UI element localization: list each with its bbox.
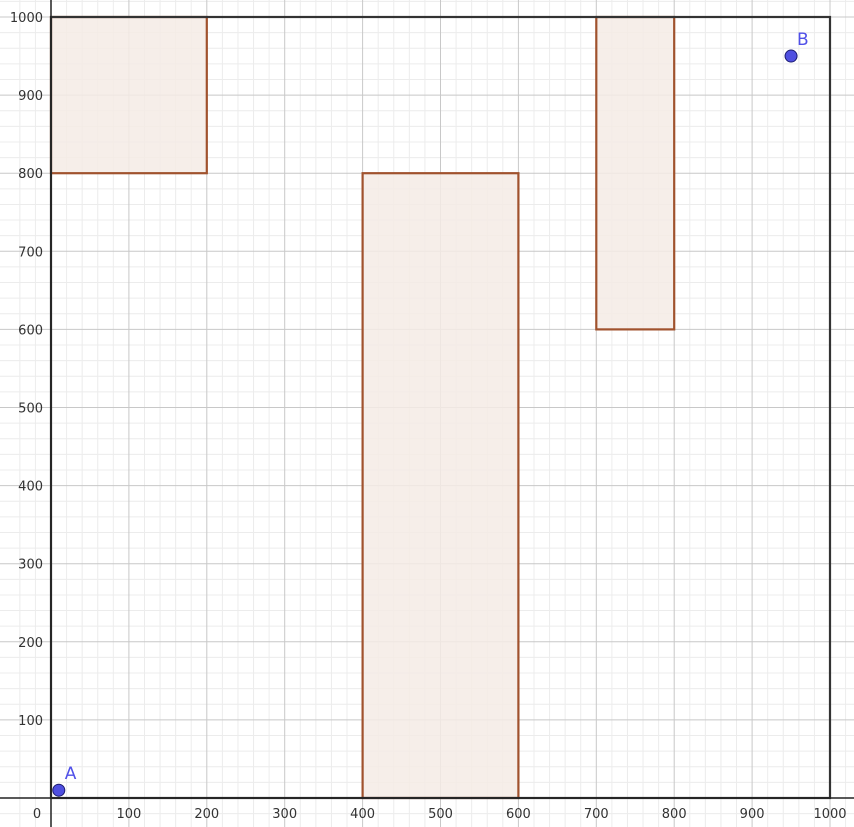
y-tick-label: 1000 bbox=[10, 11, 43, 26]
x-tick-label: 200 bbox=[194, 807, 219, 822]
x-tick-label: 300 bbox=[272, 807, 297, 822]
y-tick-label: 300 bbox=[18, 558, 43, 573]
y-tick-label: 600 bbox=[18, 323, 43, 338]
x-tick-label: 500 bbox=[428, 807, 453, 822]
x-tick-label: 900 bbox=[740, 807, 765, 822]
x-tick-label: 0 bbox=[33, 807, 41, 822]
y-tick-label: 800 bbox=[18, 167, 43, 182]
rectangle-1[interactable] bbox=[49, 15, 208, 175]
x-tick-label: 600 bbox=[506, 807, 531, 822]
rectangle-3[interactable] bbox=[595, 15, 676, 331]
y-tick-label: 500 bbox=[18, 402, 43, 417]
point-b-label: B bbox=[797, 30, 809, 50]
x-tick-label: 700 bbox=[584, 807, 609, 822]
y-tick-label: 200 bbox=[18, 636, 43, 651]
point-a[interactable] bbox=[52, 783, 66, 797]
x-tick-label: 800 bbox=[662, 807, 687, 822]
y-tick-label: 700 bbox=[18, 245, 43, 260]
rectangle-2[interactable] bbox=[361, 172, 520, 800]
rectangles-layer bbox=[49, 15, 676, 800]
x-tick-label: 400 bbox=[350, 807, 375, 822]
point-a-label: A bbox=[65, 764, 77, 784]
tick-labels-layer: 0 100 200 300 400 500 600 700 800 900 1000 100 200 30… bbox=[10, 11, 847, 822]
point-b[interactable] bbox=[784, 49, 798, 63]
x-tick-label: 100 bbox=[116, 807, 141, 822]
points-layer: AB bbox=[52, 30, 809, 797]
y-tick-label: 900 bbox=[18, 89, 43, 104]
y-tick-label: 400 bbox=[18, 480, 43, 495]
x-tick-label: 1000 bbox=[813, 807, 846, 822]
y-tick-label: 100 bbox=[18, 714, 43, 729]
